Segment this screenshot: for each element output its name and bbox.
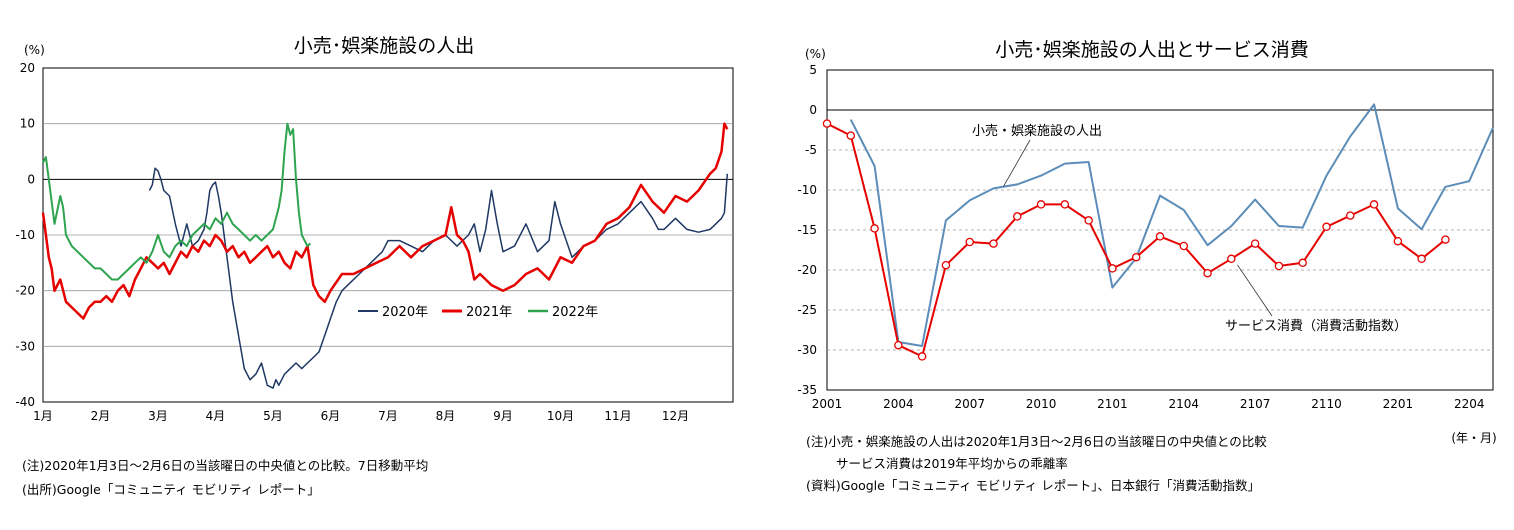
y-tick-label: -10 (797, 183, 817, 197)
annotation-mobility: 小売・娯楽施設の人出 (972, 123, 1102, 139)
left-note: (注)2020年1月3日～2月6日の当該曜日の中央値との比較。7日移動平均 (22, 458, 428, 473)
legend-label: 2021年 (466, 305, 512, 320)
data-point (965, 237, 974, 247)
right-source: (資料)Google「コミュニティ モビリティ レポート」、日本銀行「消費活動指… (806, 478, 1260, 493)
data-point (1393, 236, 1403, 246)
series-line-mobility (849, 103, 1494, 347)
data-point (1322, 222, 1331, 232)
x-tick-label: 2月 (91, 409, 111, 423)
x-tick-label: 3月 (148, 409, 168, 423)
data-point (822, 119, 832, 128)
x-tick-label: 2001 (812, 397, 843, 411)
legend-label: 2022年 (552, 305, 598, 320)
y-tick-label: -30 (15, 339, 35, 353)
data-point (1441, 235, 1450, 244)
y-tick-label: -40 (15, 395, 35, 409)
x-tick-label: 10月 (547, 409, 574, 423)
data-point (1203, 268, 1212, 278)
y-tick-label: -20 (797, 263, 817, 277)
chart-left: 小売･娯楽施設の人出 (%) 20 10 0 -10 -20 -30 -40 1月 2月 3月 4… (15, 35, 734, 423)
annotation-leader (1003, 139, 1031, 187)
y-tick-label: 0 (27, 172, 35, 186)
data-point (1346, 211, 1355, 220)
data-point (1227, 254, 1236, 264)
x-tick-label: 12月 (662, 409, 689, 423)
y-tick-label: -5 (805, 143, 817, 157)
series-line-2020年 (148, 167, 729, 389)
data-point (1250, 239, 1260, 248)
y-tick-label: -35 (797, 383, 817, 397)
y-tick-label: 10 (20, 117, 35, 131)
chart-right-ylabel: (%) (805, 47, 826, 61)
x-tick-label: 2004 (883, 397, 914, 411)
data-point (894, 340, 903, 350)
x-tick-label: 5月 (263, 409, 283, 423)
series-line-2021年 (41, 122, 729, 320)
x-tick-label: 8月 (436, 409, 456, 423)
right-note-1: (注)小売・娯楽施設の人出は2020年1月3日～2月6日の当該曜日の中央値との比… (806, 434, 1267, 449)
y-tick-label: -10 (15, 228, 35, 242)
x-tick-label: 2110 (1311, 397, 1342, 411)
right-note-2: サービス消費は2019年平均からの乖離率 (836, 456, 1068, 471)
x-tick-label: 2201 (1383, 397, 1414, 411)
data-point (1036, 200, 1046, 209)
chart-left-ylabel: (%) (24, 43, 45, 57)
chart-right-xlabel: (年・月) (1451, 431, 1496, 445)
x-tick-label: 6月 (321, 409, 341, 423)
series-line-2022年 (42, 122, 312, 281)
x-tick-label: 7月 (378, 409, 398, 423)
legend-label: 2020年 (382, 305, 428, 320)
left-source: (出所)Google「コミュニティ モビリティ レポート」 (22, 482, 320, 497)
y-tick-label: 5 (809, 63, 817, 77)
data-point (1060, 200, 1070, 209)
chart-left-legend: 2020年 2021年 2022年 (358, 305, 598, 320)
x-tick-label: 11月 (604, 409, 631, 423)
x-tick-label: 2101 (1097, 397, 1128, 411)
data-point (1108, 264, 1117, 273)
chart-left-title: 小売･娯楽施設の人出 (294, 35, 475, 57)
data-point (1274, 261, 1284, 271)
data-point (1155, 232, 1165, 241)
x-tick-label: 1月 (33, 409, 53, 423)
y-tick-label: -20 (15, 284, 35, 298)
data-point (1013, 212, 1022, 221)
x-tick-label: 2107 (1240, 397, 1271, 411)
x-tick-label: 2010 (1026, 397, 1057, 411)
data-point (1298, 258, 1307, 268)
chart-right: 小売･娯楽施設の人出とサービス消費 (%) 5 0 -5 -10 -15 -20 -25 -3… (797, 39, 1496, 445)
data-point (1179, 241, 1189, 251)
y-tick-label: 20 (20, 61, 35, 75)
x-tick-label: 9月 (493, 409, 513, 423)
x-tick-label: 2204 (1454, 397, 1485, 411)
annotation-leader (1237, 264, 1273, 317)
data-point (1084, 216, 1093, 225)
data-point (989, 239, 998, 248)
y-tick-label: 0 (809, 103, 817, 117)
x-tick-label: 2007 (954, 397, 985, 411)
annotation-service: サービス消費（消費活動指数） (1225, 319, 1407, 334)
data-point (1369, 200, 1379, 209)
data-point (870, 224, 879, 233)
x-tick-label: 4月 (206, 409, 226, 423)
data-point (1417, 254, 1426, 264)
data-point (846, 131, 856, 140)
y-tick-label: -15 (797, 223, 817, 237)
x-tick-label: 2104 (1169, 397, 1200, 411)
data-point (917, 352, 927, 361)
y-tick-label: -25 (797, 303, 817, 317)
data-point (941, 260, 951, 270)
data-point (1131, 252, 1141, 262)
chart-right-title: 小売･娯楽施設の人出とサービス消費 (995, 39, 1309, 61)
y-tick-label: -30 (797, 343, 817, 357)
